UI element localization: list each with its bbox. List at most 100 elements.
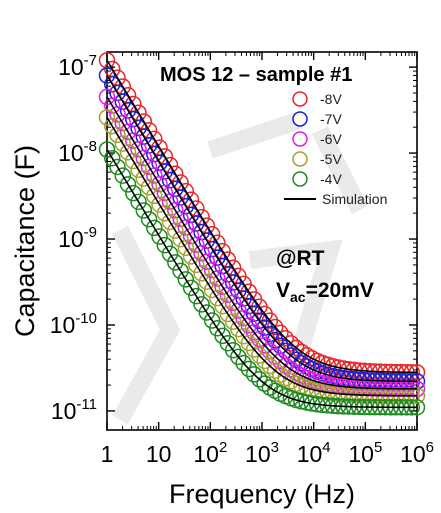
y-tick-label-base: 10 bbox=[58, 226, 84, 252]
data-point bbox=[193, 245, 210, 262]
data-point bbox=[98, 109, 116, 126]
data-point bbox=[172, 230, 189, 248]
x-axis-ticks: 1 10 102 103 104 105 106 bbox=[101, 52, 434, 467]
data-point bbox=[167, 222, 184, 239]
y-tick-label-exp: -9 bbox=[84, 224, 97, 241]
data-point bbox=[130, 193, 147, 211]
legend-label: -7V bbox=[320, 111, 342, 127]
legend-marker bbox=[292, 111, 308, 127]
data-point bbox=[193, 265, 210, 282]
x-tick-label: 102 bbox=[193, 439, 227, 467]
x-tick-label-exp: 3 bbox=[271, 439, 279, 456]
data-point bbox=[298, 394, 315, 411]
simulation-line bbox=[106, 96, 418, 390]
data-point bbox=[151, 175, 168, 193]
x-tick-label-base: 10 bbox=[400, 441, 426, 467]
legend: -8V -7V -6V -5V -4V Simulation bbox=[284, 91, 387, 207]
x-tick-label-exp: 6 bbox=[426, 439, 434, 456]
data-point bbox=[109, 126, 126, 144]
data-point bbox=[261, 357, 279, 375]
simulation-line bbox=[106, 59, 418, 374]
y-tick-label: 10-8 bbox=[58, 138, 97, 166]
legend-label: -5V bbox=[320, 151, 342, 167]
legend-marker bbox=[292, 171, 308, 187]
data-point bbox=[140, 210, 158, 228]
x-tick-label: 1 bbox=[101, 441, 114, 467]
data-point bbox=[167, 202, 184, 219]
data-point bbox=[130, 161, 147, 179]
y-tick-label-exp: -8 bbox=[84, 138, 97, 155]
y-tick-label-exp: -10 bbox=[75, 310, 97, 327]
legend-label: -4V bbox=[320, 171, 342, 187]
annotation-vac-rest: =20mV bbox=[306, 279, 374, 302]
x-tick-label-exp: 5 bbox=[374, 439, 382, 456]
data-point bbox=[308, 396, 326, 413]
data-point bbox=[251, 347, 268, 364]
y-tick-label-base: 10 bbox=[51, 398, 77, 424]
legend-marker bbox=[292, 131, 308, 147]
data-point bbox=[156, 184, 174, 202]
data-point bbox=[146, 219, 163, 237]
x-tick-label-base: 10 bbox=[297, 441, 323, 467]
x-tick-label-exp: 4 bbox=[322, 439, 330, 456]
x-tick-label: 105 bbox=[348, 439, 382, 467]
data-point bbox=[198, 304, 216, 321]
data-point bbox=[104, 97, 121, 114]
data-point bbox=[119, 176, 137, 193]
data-point bbox=[209, 270, 226, 287]
data-point bbox=[125, 152, 142, 170]
data-point bbox=[251, 371, 268, 388]
data-point bbox=[177, 219, 195, 236]
x-tick-label: 104 bbox=[297, 439, 331, 467]
x-tick-label: 103 bbox=[245, 439, 279, 467]
data-point bbox=[172, 210, 189, 228]
y-tick-label: 10-10 bbox=[50, 310, 97, 338]
data-point bbox=[188, 236, 205, 253]
data-point bbox=[109, 158, 126, 176]
data-point bbox=[135, 202, 153, 219]
data-point bbox=[188, 256, 205, 274]
data-point bbox=[125, 132, 142, 149]
y-axis-title: Capacitance (F) bbox=[10, 145, 40, 337]
x-tick-label-base: 10 bbox=[348, 441, 374, 467]
data-point bbox=[282, 347, 300, 364]
simulation-line bbox=[106, 116, 417, 397]
simulation-lines bbox=[106, 59, 418, 409]
data-point bbox=[266, 331, 284, 349]
data-point bbox=[156, 236, 174, 254]
annotation-vac: Vac=20mV bbox=[276, 279, 374, 305]
x-tick-label: 106 bbox=[400, 439, 434, 467]
x-axis-title: Frequency (Hz) bbox=[169, 479, 355, 509]
data-point bbox=[198, 253, 216, 271]
y-tick-label-base: 10 bbox=[50, 312, 76, 338]
data-point bbox=[251, 330, 268, 348]
x-tick-label-base: 1 bbox=[101, 441, 114, 467]
data-point bbox=[272, 353, 289, 370]
x-tick-label-base: 10 bbox=[193, 441, 219, 467]
data-point bbox=[177, 239, 195, 257]
annotation-vac-main: V bbox=[276, 279, 290, 302]
simulation-line bbox=[106, 75, 418, 383]
data-point bbox=[172, 262, 189, 280]
data-point bbox=[177, 271, 195, 288]
annotation-vac-sub: ac bbox=[290, 289, 306, 305]
data-point bbox=[182, 248, 200, 265]
chart-title: MOS 12 – sample #1 bbox=[160, 64, 352, 86]
data-point bbox=[161, 193, 179, 210]
data-point bbox=[98, 88, 116, 106]
data-point bbox=[256, 352, 273, 370]
data-point bbox=[114, 167, 132, 184]
y-tick-label: 10-9 bbox=[58, 224, 97, 252]
legend-label: -6V bbox=[320, 131, 342, 147]
data-point bbox=[114, 114, 132, 132]
data-point bbox=[104, 117, 121, 135]
data-point bbox=[135, 170, 153, 187]
data-point bbox=[130, 141, 147, 158]
legend-marker bbox=[292, 91, 308, 107]
data-point bbox=[104, 149, 121, 167]
x-tick-label: 10 bbox=[146, 441, 172, 467]
data-point bbox=[188, 287, 205, 305]
data-point bbox=[161, 213, 179, 231]
data-point bbox=[151, 196, 168, 213]
